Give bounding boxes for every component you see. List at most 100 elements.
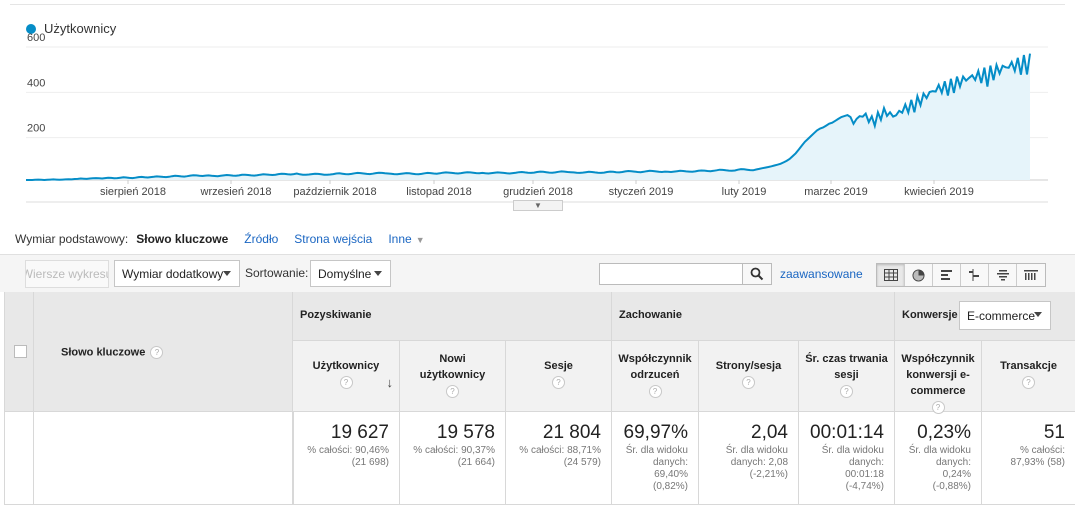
- search-icon: [750, 267, 764, 281]
- column-header-text: Nowi użytkownicy: [419, 353, 486, 381]
- dropdown-arrow-icon: [374, 271, 382, 276]
- legend-dot-icon: [26, 23, 36, 34]
- total-value: 00:01:14: [810, 422, 884, 443]
- help-icon[interactable]: ?: [446, 385, 459, 398]
- data-table: Słowo kluczowe ? Pozyskiwanie Zachowanie…: [4, 292, 1075, 505]
- group-conversions: Konwersje E-commerce: [895, 292, 1075, 341]
- series-line: [26, 53, 1031, 182]
- keyword-header: Słowo kluczowe ?: [61, 346, 164, 359]
- pie-icon: [912, 268, 925, 282]
- help-icon[interactable]: ?: [648, 385, 662, 398]
- view-pie-button[interactable]: [905, 264, 933, 286]
- column-header-text: Współczynnik konwersji e-commerce: [901, 353, 975, 397]
- help-icon[interactable]: ?: [552, 376, 565, 389]
- term-cloud-icon: [996, 270, 1009, 281]
- group-behavior-label: Zachowanie: [619, 309, 682, 321]
- caret-down-icon: ▼: [415, 235, 425, 245]
- chart-legend: Użytkownicy: [26, 21, 116, 36]
- totals-cell: 69,97% Śr. dla widoku danych: 69,40% (0,8…: [612, 412, 699, 505]
- plot-rows-button[interactable]: Wiersze wykresu: [25, 260, 109, 288]
- totals-cell: 19 627% całości: 90,46% (21 698): [293, 412, 400, 505]
- column-header-1[interactable]: Nowi użytkownicy?: [400, 341, 506, 412]
- keyword-header-cell[interactable]: Słowo kluczowe ?: [34, 292, 293, 412]
- dimension-more[interactable]: Inne ▼: [388, 232, 424, 246]
- x-tick-label: listopad 2018: [406, 186, 471, 198]
- help-icon[interactable]: ?: [742, 376, 755, 389]
- total-value: 19 627: [330, 422, 389, 443]
- column-header-2[interactable]: Sesje?: [506, 341, 612, 412]
- search-input[interactable]: [599, 263, 743, 285]
- select-all-cell: [4, 292, 34, 412]
- view-compare-button[interactable]: [961, 264, 989, 286]
- total-value: 21 804: [542, 422, 601, 443]
- view-table-button[interactable]: [877, 264, 905, 286]
- totals-check-cell: [4, 412, 34, 505]
- group-conversions-label: Konwersje: [902, 309, 958, 321]
- column-header-3[interactable]: Współczynnik odrzuceń?: [612, 341, 699, 412]
- column-header-5[interactable]: Śr. czas trwania sesji?: [799, 341, 895, 412]
- view-terms-button[interactable]: [989, 264, 1017, 286]
- total-subtext: Śr. dla widoku danych: 69,40% (0,82%): [625, 445, 688, 492]
- bar-chart-icon: [940, 270, 952, 280]
- chart-top-border: [10, 4, 1065, 5]
- total-value: 51: [1043, 422, 1065, 443]
- total-value: 69,97%: [623, 422, 688, 443]
- users-chart: Użytkownicy 600 400 200 sierpień 2018 wrzesi…: [0, 0, 1075, 215]
- secondary-dimension-dropdown[interactable]: Wymiar dodatkowy: [114, 260, 240, 287]
- primary-dimension-label: Wymiar podstawowy:: [15, 232, 129, 246]
- x-tick-label: styczeń 2019: [609, 186, 674, 198]
- help-icon[interactable]: ?: [1022, 376, 1035, 389]
- dropdown-arrow-icon: [223, 271, 231, 276]
- x-tick-label: luty 2019: [722, 186, 767, 198]
- column-header-text: Sesje: [544, 360, 573, 372]
- view-toggle-group: [876, 263, 1046, 287]
- y-tick-label: 200: [27, 123, 45, 135]
- total-value: 2,04: [751, 422, 788, 443]
- total-value: 19 578: [436, 422, 495, 443]
- totals-cell: 0,23% Śr. dla widoku danych: 0,24% (-0,88…: [895, 412, 982, 505]
- search-button[interactable]: [742, 263, 772, 285]
- column-header-6[interactable]: Współczynnik konwersji e-commerce?: [895, 341, 982, 414]
- x-tick-label: kwiecień 2019: [904, 186, 974, 198]
- help-icon[interactable]: ?: [931, 401, 945, 414]
- sort-desc-icon[interactable]: ↓: [386, 375, 394, 390]
- view-bar-button[interactable]: [933, 264, 961, 286]
- pivot-icon: [1024, 270, 1038, 280]
- column-header-text: Użytkownicy: [312, 360, 380, 372]
- table-toolbar: Wiersze wykresu Wymiar dodatkowy Sortowa…: [0, 254, 1075, 292]
- dimension-source[interactable]: Źródło: [244, 232, 279, 246]
- advanced-search-link[interactable]: zaawansowane: [780, 267, 863, 281]
- view-pivot-button[interactable]: [1017, 264, 1045, 286]
- column-header-text: Transakcje: [1000, 360, 1057, 372]
- column-header-label: Użytkownicy?: [293, 358, 399, 389]
- help-icon[interactable]: ?: [840, 385, 853, 398]
- chevron-down-icon: ▼: [534, 200, 542, 210]
- column-header-7[interactable]: Transakcje?: [982, 341, 1075, 412]
- conversion-type-dropdown[interactable]: E-commerce: [959, 301, 1051, 330]
- total-subtext: % całości: 87,93% (58): [1010, 445, 1065, 468]
- dimension-landing-page[interactable]: Strona wejścia: [294, 232, 373, 246]
- totals-dim-cell: [34, 412, 293, 505]
- group-behavior: Zachowanie: [612, 292, 895, 341]
- select-all-checkbox[interactable]: [14, 345, 27, 358]
- series-area: [26, 53, 1030, 180]
- column-header-label: Współczynnik konwersji e-commerce?: [895, 351, 981, 414]
- sort-dropdown[interactable]: Domyślne: [310, 260, 391, 287]
- total-subtext: % całości: 90,37% (21 664): [413, 445, 495, 468]
- help-icon[interactable]: ?: [150, 346, 164, 359]
- column-header-label: Śr. czas trwania sesji?: [799, 351, 894, 398]
- total-subtext: Śr. dla widoku danych: 2,08 (-2,21%): [725, 445, 788, 480]
- chart-collapse-button[interactable]: ▼: [513, 200, 563, 211]
- help-icon[interactable]: ?: [339, 376, 353, 389]
- column-header-0[interactable]: Użytkownicy? ↓: [293, 341, 400, 412]
- total-value: 0,23%: [917, 422, 971, 443]
- dropdown-arrow-icon: [1034, 312, 1042, 317]
- column-header-4[interactable]: Strony/sesja?: [699, 341, 799, 412]
- totals-cell: 19 578% całości: 90,37% (21 664): [400, 412, 506, 505]
- totals-cell: 2,04 Śr. dla widoku danych: 2,08 (-2,21%): [699, 412, 799, 505]
- group-acquisition-label: Pozyskiwanie: [300, 309, 372, 321]
- y-tick-label: 400: [27, 77, 45, 89]
- totals-cell: 21 804% całości: 88,71% (24 579): [506, 412, 612, 505]
- conversion-type-value: E-commerce: [967, 308, 1036, 323]
- chart-plot[interactable]: 600 400 200 sierpień 2018 wrzesień 2018 paźdz…: [0, 0, 1075, 215]
